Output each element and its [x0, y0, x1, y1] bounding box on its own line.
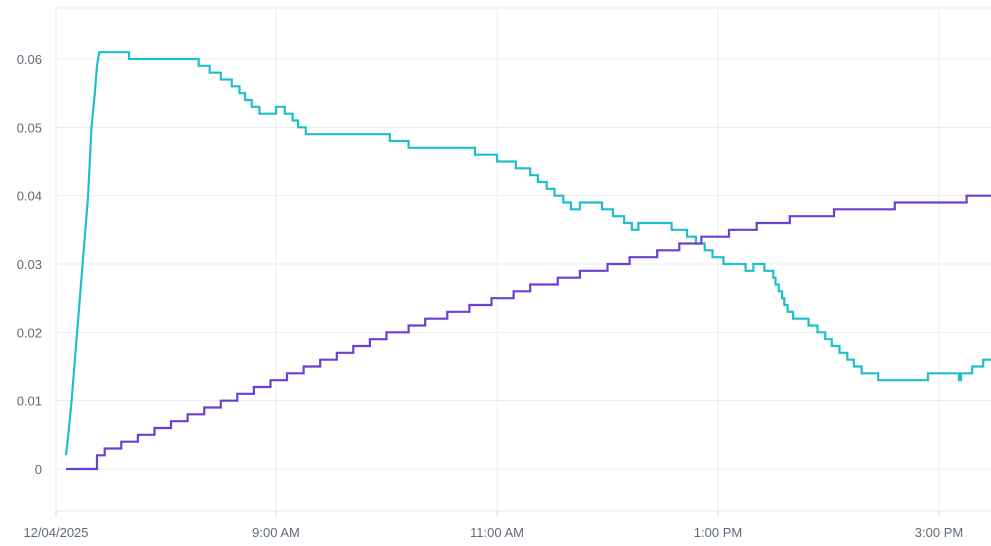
series-group — [64, 51, 991, 471]
series-line-2 — [66, 194, 991, 471]
grid — [55, 7, 991, 512]
y-tick-label: 0.03 — [17, 257, 42, 272]
series-line-1 — [64, 51, 991, 456]
y-tick-label: 0.05 — [17, 120, 42, 135]
y-tick-label: 0 — [35, 462, 42, 477]
x-tick-label: 1:00 PM — [694, 525, 742, 540]
x-tick-label: 12/04/2025 — [23, 525, 88, 540]
x-tick-label: 9:00 AM — [252, 525, 300, 540]
x-axis: 12/04/2025 9:00 AM 11:00 AM 1:00 PM 3:00 PM — [23, 511, 963, 540]
x-tick-label: 11:00 AM — [470, 525, 524, 540]
x-tick-label: 3:00 PM — [915, 525, 963, 540]
y-axis: 0 0.01 0.02 0.03 0.04 0.05 0.06 — [17, 52, 42, 477]
y-tick-label: 0.04 — [17, 189, 42, 204]
y-tick-label: 0.02 — [17, 325, 42, 340]
y-tick-label: 0.06 — [17, 52, 42, 67]
y-tick-label: 0.01 — [17, 394, 42, 409]
